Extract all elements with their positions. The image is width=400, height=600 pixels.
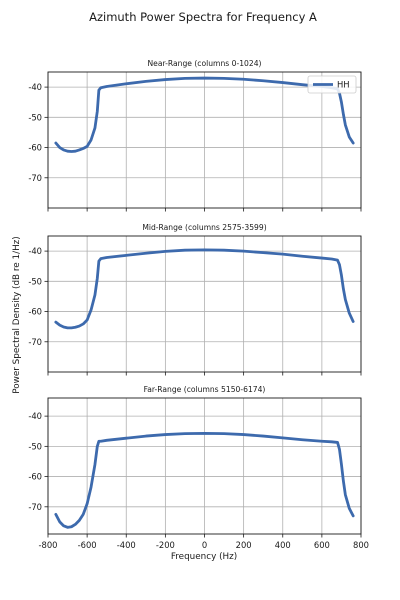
x-tick-label: -200 [156,540,175,550]
y-tick-label: -50 [28,441,42,451]
y-tick-label: -70 [28,173,42,183]
y-tick-label: -60 [28,307,42,317]
x-tick-label: -800 [38,540,57,550]
y-tick-label: -40 [28,411,42,421]
x-tick-label: -600 [78,540,97,550]
series-line-hh [54,431,355,529]
panel-title: Near-Range (columns 0-1024) [147,59,261,68]
x-tick-label: 0 [202,540,207,550]
x-tick-label: 200 [236,540,252,550]
y-tick-label: -70 [28,337,42,347]
x-tick-label: 400 [275,540,291,550]
series-line-hh [54,248,355,330]
panels: Near-Range (columns 0-1024) -70 -60 -50 -40 H… [28,59,369,550]
y-tick-label: -50 [28,112,42,122]
panel-title: Far-Range (columns 5150-6174) [144,385,266,394]
y-tick-label: -70 [28,502,42,512]
y-tick-label: -50 [28,276,42,286]
y-axis-label: Power Spectral Density (dB re 1/Hz) [12,236,22,393]
x-tick-label: -400 [117,540,136,550]
y-tick-label: -60 [28,472,42,482]
panel-1: Mid-Range (columns 2575-3599) -70 -60 -50 -4… [28,223,362,376]
y-tick-label: -60 [28,143,42,153]
y-tick-label: -40 [28,82,42,92]
x-axis-label: Frequency (Hz) [171,552,237,562]
legend: HH [307,75,357,94]
y-tick-label: -40 [28,246,42,256]
figure-title: Azimuth Power Spectra for Frequency A [89,10,317,24]
panel-0: Near-Range (columns 0-1024) -70 -60 -50 -40 H… [28,59,362,212]
x-tick-label: 600 [314,540,330,550]
legend-label: HH [337,80,350,90]
x-tick-label: 800 [353,540,369,550]
panel-2: Far-Range (columns 5150-6174) -70 -60 -50 -4… [28,385,369,550]
panel-title: Mid-Range (columns 2575-3599) [142,223,266,232]
